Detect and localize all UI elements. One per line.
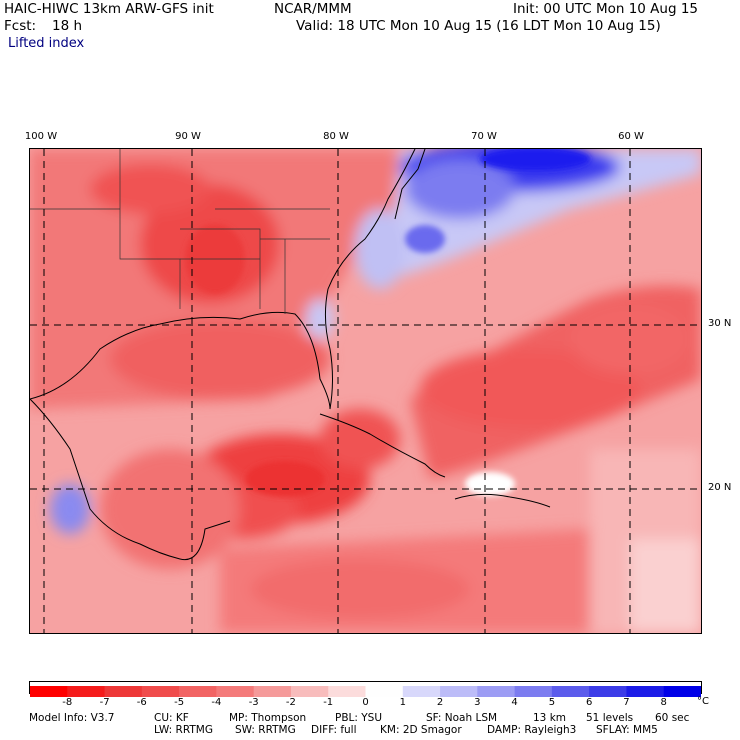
model-info-sw: SW: RRTMG bbox=[235, 724, 296, 736]
colorbar-tick-label: 6 bbox=[586, 697, 593, 708]
model-info-cu: CU: KF bbox=[154, 712, 189, 724]
colorbar-tick-label: -3 bbox=[248, 697, 259, 708]
org-label: NCAR/MMM bbox=[274, 1, 352, 17]
model-info-damp: DAMP: Rayleigh3 bbox=[487, 724, 577, 736]
colorbar-tick-label: 5 bbox=[548, 697, 556, 708]
lon-label-80w: 80 W bbox=[323, 131, 349, 142]
colorbar-swatch bbox=[551, 686, 590, 697]
colorbar bbox=[29, 681, 702, 697]
model-info-diff: DIFF: full bbox=[311, 724, 357, 736]
colorbar-swatch bbox=[440, 686, 478, 697]
shaded-field bbox=[30, 149, 701, 633]
colorbar-swatch bbox=[67, 686, 106, 697]
colorbar-tick-label: -7 bbox=[99, 697, 110, 708]
colorbar-tick-label: 3 bbox=[474, 697, 481, 708]
field-name: Lifted index bbox=[8, 36, 85, 51]
colorbar-tick-label: 8 bbox=[660, 697, 667, 708]
colorbar-swatch bbox=[402, 686, 441, 697]
lat-label-20n: 20 N bbox=[708, 482, 732, 493]
model-info-version: Model Info: V3.7 bbox=[29, 712, 115, 724]
colorbar-swatch bbox=[104, 686, 143, 697]
colorbar-swatch bbox=[30, 686, 68, 697]
colorbar-tick-label: -8 bbox=[62, 697, 73, 708]
lon-label-60w: 60 W bbox=[618, 131, 644, 142]
colorbar-tick-label: 2 bbox=[436, 697, 444, 708]
colorbar-tick-label: -6 bbox=[136, 697, 147, 708]
colorbar-swatch bbox=[216, 686, 255, 697]
colorbar-swatch bbox=[589, 686, 627, 697]
colorbar-swatch bbox=[253, 686, 292, 697]
colorbar-swatch bbox=[328, 686, 366, 697]
colorbar-tick-label: 1 bbox=[399, 697, 406, 708]
colorbar-tick-label: -5 bbox=[174, 697, 185, 708]
model-info-res: 13 km bbox=[533, 712, 567, 724]
forecast-hours: 18 h bbox=[52, 18, 83, 34]
model-info-km: KM: 2D Smagor bbox=[380, 724, 462, 736]
model-info-sf: SF: Noah LSM bbox=[426, 712, 498, 724]
colorbar-tick-label: 7 bbox=[623, 697, 630, 708]
model-info-lw: LW: RRTMG bbox=[154, 724, 213, 736]
model-info-pbl: PBL: YSU bbox=[335, 712, 383, 724]
init-time: Init: 00 UTC Mon 10 Aug 15 bbox=[513, 1, 698, 17]
lifted-index-map bbox=[29, 148, 702, 634]
lon-label-100w: 100 W bbox=[24, 131, 58, 142]
colorbar-swatch bbox=[514, 686, 553, 697]
colorbar-unit: °C bbox=[697, 696, 709, 707]
colorbar-tick-label: 0 bbox=[362, 697, 369, 708]
colorbar-swatch bbox=[365, 686, 404, 697]
lat-label-30n: 30 N bbox=[708, 318, 732, 329]
colorbar-tick-label: -2 bbox=[285, 697, 296, 708]
model-info-mp: MP: Thompson bbox=[229, 712, 307, 724]
model-info-sflay: SFLAY: MM5 bbox=[596, 724, 658, 736]
colorbar-swatch bbox=[179, 686, 217, 697]
model-title: HAIC-HIWC 13km ARW-GFS init bbox=[4, 1, 214, 17]
lat-lon-grid bbox=[30, 149, 701, 633]
colorbar-swatch bbox=[626, 686, 665, 697]
state-borders bbox=[30, 149, 330, 314]
forecast-label: Fcst: bbox=[4, 18, 37, 34]
coastlines bbox=[30, 149, 551, 561]
model-info-levels: 51 levels bbox=[586, 712, 634, 724]
colorbar-tick-label: -1 bbox=[323, 697, 334, 708]
colorbar-swatch bbox=[663, 686, 702, 697]
colorbar-swatch bbox=[290, 686, 329, 697]
colorbar-swatch bbox=[477, 686, 516, 697]
colorbar-tick-label: -4 bbox=[211, 697, 222, 708]
valid-time: Valid: 18 UTC Mon 10 Aug 15 (16 LDT Mon … bbox=[296, 18, 661, 34]
model-info-step: 60 sec bbox=[655, 712, 690, 724]
lon-label-70w: 70 W bbox=[471, 131, 497, 142]
colorbar-swatch bbox=[141, 686, 180, 697]
colorbar-tick-label: 4 bbox=[511, 697, 518, 708]
lon-label-90w: 90 W bbox=[175, 131, 201, 142]
